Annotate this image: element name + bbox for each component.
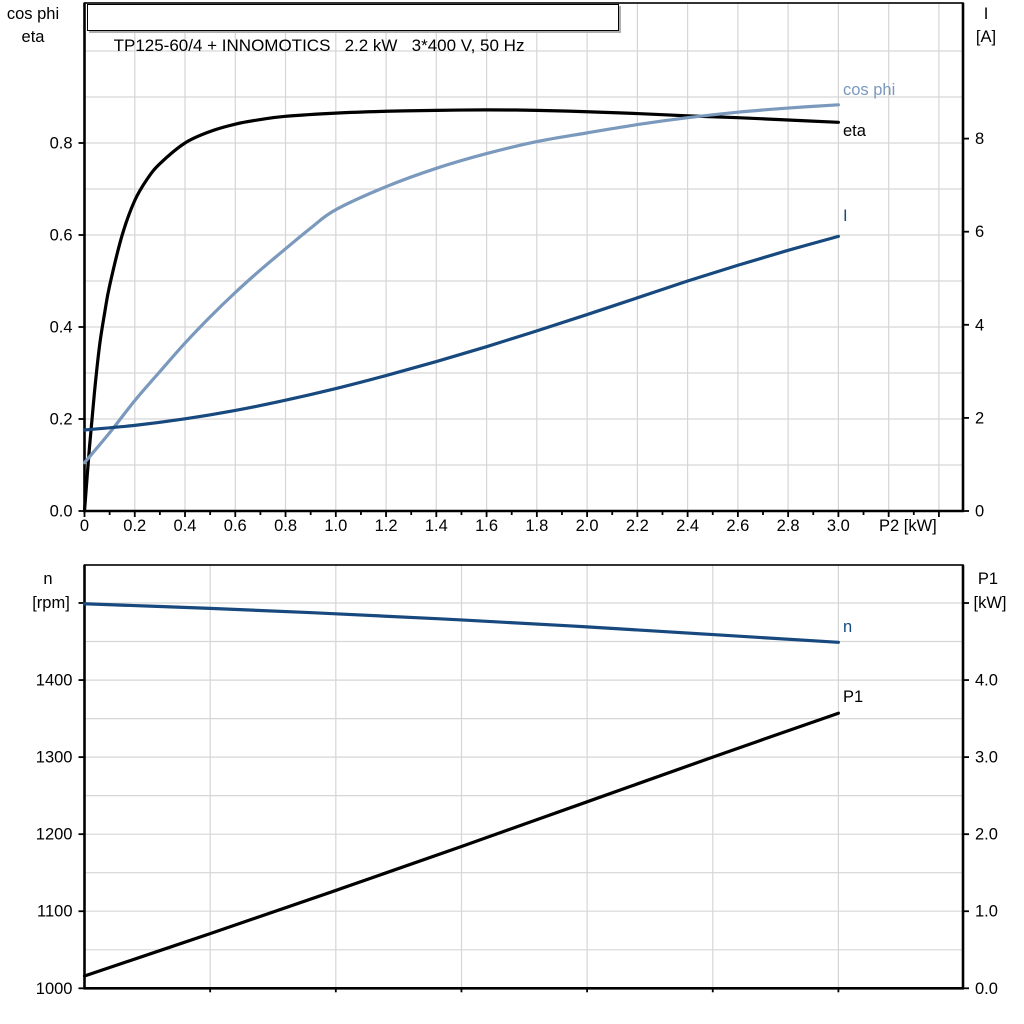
tick-label-x: 2.6 [726,517,749,535]
tick-label-right: 4 [975,316,984,334]
tick-label-x: 0.6 [224,517,247,535]
tick-label-right: 2 [975,409,984,427]
tick-label-x: 0.8 [274,517,297,535]
tick-label-left: 1400 [36,672,73,690]
tick-label-x: 0.4 [174,517,197,535]
curve-label-P1: P1 [843,688,863,706]
plot-frame [83,564,964,990]
curve-I [82,234,840,432]
y-right-axis-title: P1 [978,570,998,588]
tick-label-x: 3.0 [827,517,850,535]
tick-label-left: 0.8 [50,135,73,153]
tick-label-left: 1300 [36,749,73,767]
axes [83,3,965,513]
y-left-axis-title: [rpm] [32,594,70,612]
tick-label-x: 2.2 [626,517,649,535]
curve-label-I: I [843,207,848,225]
y-right-axis-title: [kW] [974,594,1007,612]
tick-label-left: 1200 [36,826,73,844]
y-left-axis-title: eta [22,28,46,46]
tick-label-x: 0.2 [123,517,146,535]
y-right-axis-title: [A] [976,28,996,46]
curve-eta [82,108,840,513]
tick-label-right: 0.0 [975,980,998,998]
curve-label-eta: eta [843,122,867,140]
tick-label-x: 1.0 [324,517,347,535]
curve-n [82,602,840,644]
tick-label-right: 1.0 [975,903,998,921]
gridlines [84,565,963,989]
curve-label-cos-phi: cos phi [843,81,895,99]
tick-label-left: 1100 [37,903,72,921]
tick-label-x: 2.4 [676,517,699,535]
y-left-axis-title: n [43,570,52,588]
x-axis-title: P2 [kW] [879,517,937,535]
tick-label-right: 0 [975,503,984,521]
tick-label-x: 2.8 [777,517,800,535]
ticks [78,602,969,993]
tick-label-right: 2.0 [975,826,998,844]
tick-label-left: 0.2 [50,411,73,429]
tick-label-x: 1.4 [425,517,448,535]
tick-label-right: 4.0 [975,672,998,690]
tick-label-x: 1.2 [375,517,398,535]
curve-cos-phi [82,103,840,465]
tick-label-left: 0.0 [50,503,73,521]
axes [83,565,965,990]
tick-label-left: 1000 [36,980,73,998]
tick-label-left: 0.6 [50,227,73,245]
tick-label-right: 3.0 [975,749,998,767]
y-right-axis-title: I [984,5,989,23]
tick-label-right: 8 [975,130,984,148]
chart-title: TP125-60/4 + INNOMOTICS 2.2 kW 3*400 V, … [113,36,525,55]
tick-label-x: 1.6 [475,517,498,535]
curve-label-n: n [843,618,852,636]
tick-label-x: 1.8 [525,517,548,535]
tick-label-x: 2.0 [576,517,599,535]
tick-label-right: 6 [975,223,984,241]
curve-P1 [82,711,840,978]
chart-title-box: TP125-60/4 + INNOMOTICS 2.2 kW 3*400 V, … [87,4,619,55]
ticks [78,137,969,517]
tick-label-left: 0.4 [50,319,73,337]
tick-label-x: 0 [80,517,89,535]
y-left-axis-title: cos phi [7,5,59,23]
